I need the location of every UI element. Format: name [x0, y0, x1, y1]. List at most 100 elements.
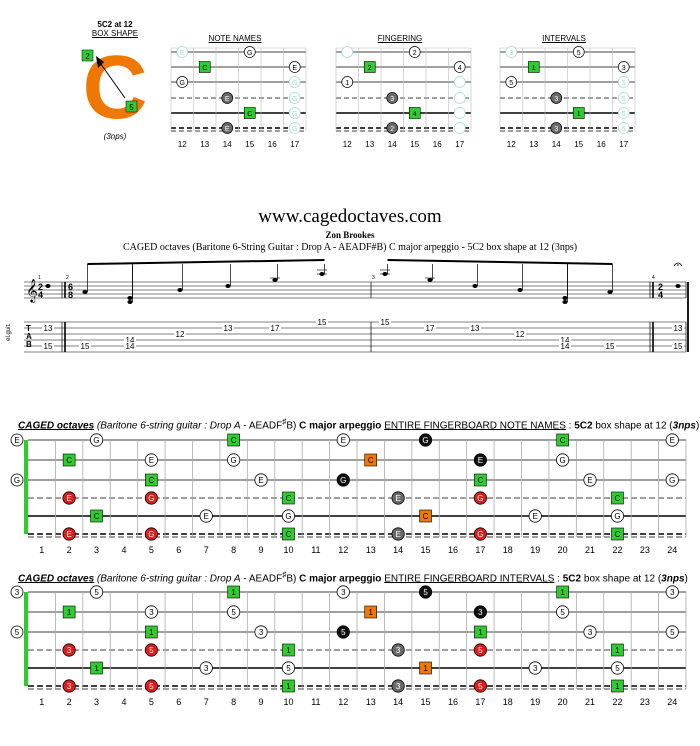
mini-note-square [572, 107, 585, 119]
note-label: E [341, 436, 346, 445]
note-circle [665, 585, 679, 599]
note-square [145, 473, 158, 487]
fretboard-intervals: 1 2 3 4 5 6 7 8 9 10 11 12 13 14 15 16 17 18 19 20 21 22 23 243… [10, 585, 687, 707]
fret-number: 20 [558, 697, 568, 707]
note-square [62, 605, 76, 619]
note-label: 3 [341, 588, 346, 597]
mini-note-square [408, 107, 421, 119]
note-label: G [422, 436, 428, 445]
mini-note-circle [572, 46, 585, 58]
upper-finger-square [81, 49, 94, 62]
note-label: 5 [670, 628, 675, 637]
note-head [82, 290, 88, 294]
note-label: E [533, 512, 538, 521]
time-sig-2-bottom: 8 [68, 290, 73, 300]
board2-header-instrument: (Baritone 6-string guitar : [94, 573, 210, 585]
board1-header-close: ) [695, 420, 700, 432]
open-string-marker [10, 473, 24, 487]
board2-header-strings: - AEADF [240, 573, 283, 585]
note-square [556, 585, 569, 599]
mini-note-label: E [292, 65, 297, 72]
mini-note-circle [288, 76, 301, 88]
open-string-label: 3 [15, 588, 20, 597]
mini-note-label: 4 [458, 65, 462, 72]
c-shape-icon: C 2 5 [81, 38, 148, 138]
note-label: E [66, 530, 71, 539]
mini-note-circle [505, 46, 518, 58]
mini-note-label: 5 [577, 50, 581, 57]
mini-note-label: 2 [413, 50, 417, 57]
note-square [282, 643, 295, 657]
fretboard-note-names: 1 2 3 4 5 6 7 8 9 10 11 12 13 14 15 16 17 18 19 20 21 22 23 24E… [10, 433, 687, 555]
note-label: G [560, 456, 566, 465]
note-circle [391, 527, 405, 541]
note-circle [528, 661, 542, 675]
board1-header-shape: 5C2 [574, 420, 593, 432]
tab-number-bg [559, 342, 571, 350]
note-head [562, 296, 568, 300]
note-label: E [395, 530, 400, 539]
fret-number: 6 [176, 697, 181, 707]
mini-note-label: 5 [622, 96, 626, 103]
tab-number-bg [42, 342, 54, 350]
board1-header-colon: : [565, 420, 575, 432]
note-circle [62, 527, 76, 541]
time-sig-1-top: 2 [38, 282, 43, 292]
note-label: 5 [615, 664, 620, 673]
note-label: 3 [204, 664, 209, 673]
fret-number: 10 [283, 545, 293, 555]
board1-header-mode: ENTIRE FINGERBOARD NOTE NAMES [384, 420, 566, 432]
fret-number: 2 [67, 697, 72, 707]
time-sig-3-bottom: 4 [658, 290, 663, 300]
mini-panel-title-note-names: NOTE NAMES [208, 34, 262, 43]
instrument-label: el.guit. [6, 323, 12, 341]
fret-number: 11 [311, 545, 320, 555]
note-square [556, 433, 569, 447]
mini-note-label: G [292, 96, 297, 103]
note-square [419, 661, 432, 675]
board1-header-strings-end: B) [286, 420, 300, 432]
mini-note-label: C [202, 65, 207, 72]
note-label: 1 [423, 664, 428, 673]
measure-number: 4 [652, 275, 655, 281]
mini-note-circle [617, 107, 630, 119]
note-circle [144, 605, 158, 619]
note-label: 1 [286, 646, 291, 655]
note-label: E [478, 456, 483, 465]
open-string-marker [10, 585, 24, 599]
note-circle [665, 625, 679, 639]
tab-clef-letter: A [26, 332, 32, 341]
open-string-marker [10, 625, 24, 639]
fret-number: 22 [612, 545, 622, 555]
mini-note-square [243, 107, 256, 119]
fret-number: 7 [204, 545, 209, 555]
fermata-dot [677, 264, 679, 266]
board2-header-nps: 3nps [661, 573, 685, 585]
note-label: C [477, 476, 483, 485]
board2-header-strings-end: B) [286, 573, 300, 585]
tab-number-bg [514, 330, 526, 338]
mini-fret-number: 15 [410, 140, 419, 149]
note-square [282, 679, 295, 693]
mini-note-label: 5 [622, 80, 626, 87]
note-label: G [614, 512, 620, 521]
note-label: 5 [286, 664, 291, 673]
note-label: 5 [341, 628, 346, 637]
board1-header-strings: - AEADF [240, 420, 283, 432]
note-label: 5 [149, 646, 154, 655]
mini-fret-number: 16 [268, 140, 277, 149]
note-label: E [204, 512, 209, 521]
tab-number: 15 [674, 342, 683, 351]
mini-note-circle [453, 61, 466, 73]
fret-number: 9 [259, 545, 264, 555]
open-string-label: G [14, 476, 20, 485]
board2-sharp: ♯ [282, 569, 287, 579]
mini-note-label: 1 [345, 80, 349, 87]
note-label: 1 [149, 628, 154, 637]
note-circle [62, 643, 76, 657]
fret-number: 15 [421, 697, 431, 707]
fret-number: 1 [39, 697, 44, 707]
mini-note-circle [617, 122, 630, 134]
mini-note-label: E [225, 96, 230, 103]
fret-number: 8 [231, 545, 236, 555]
